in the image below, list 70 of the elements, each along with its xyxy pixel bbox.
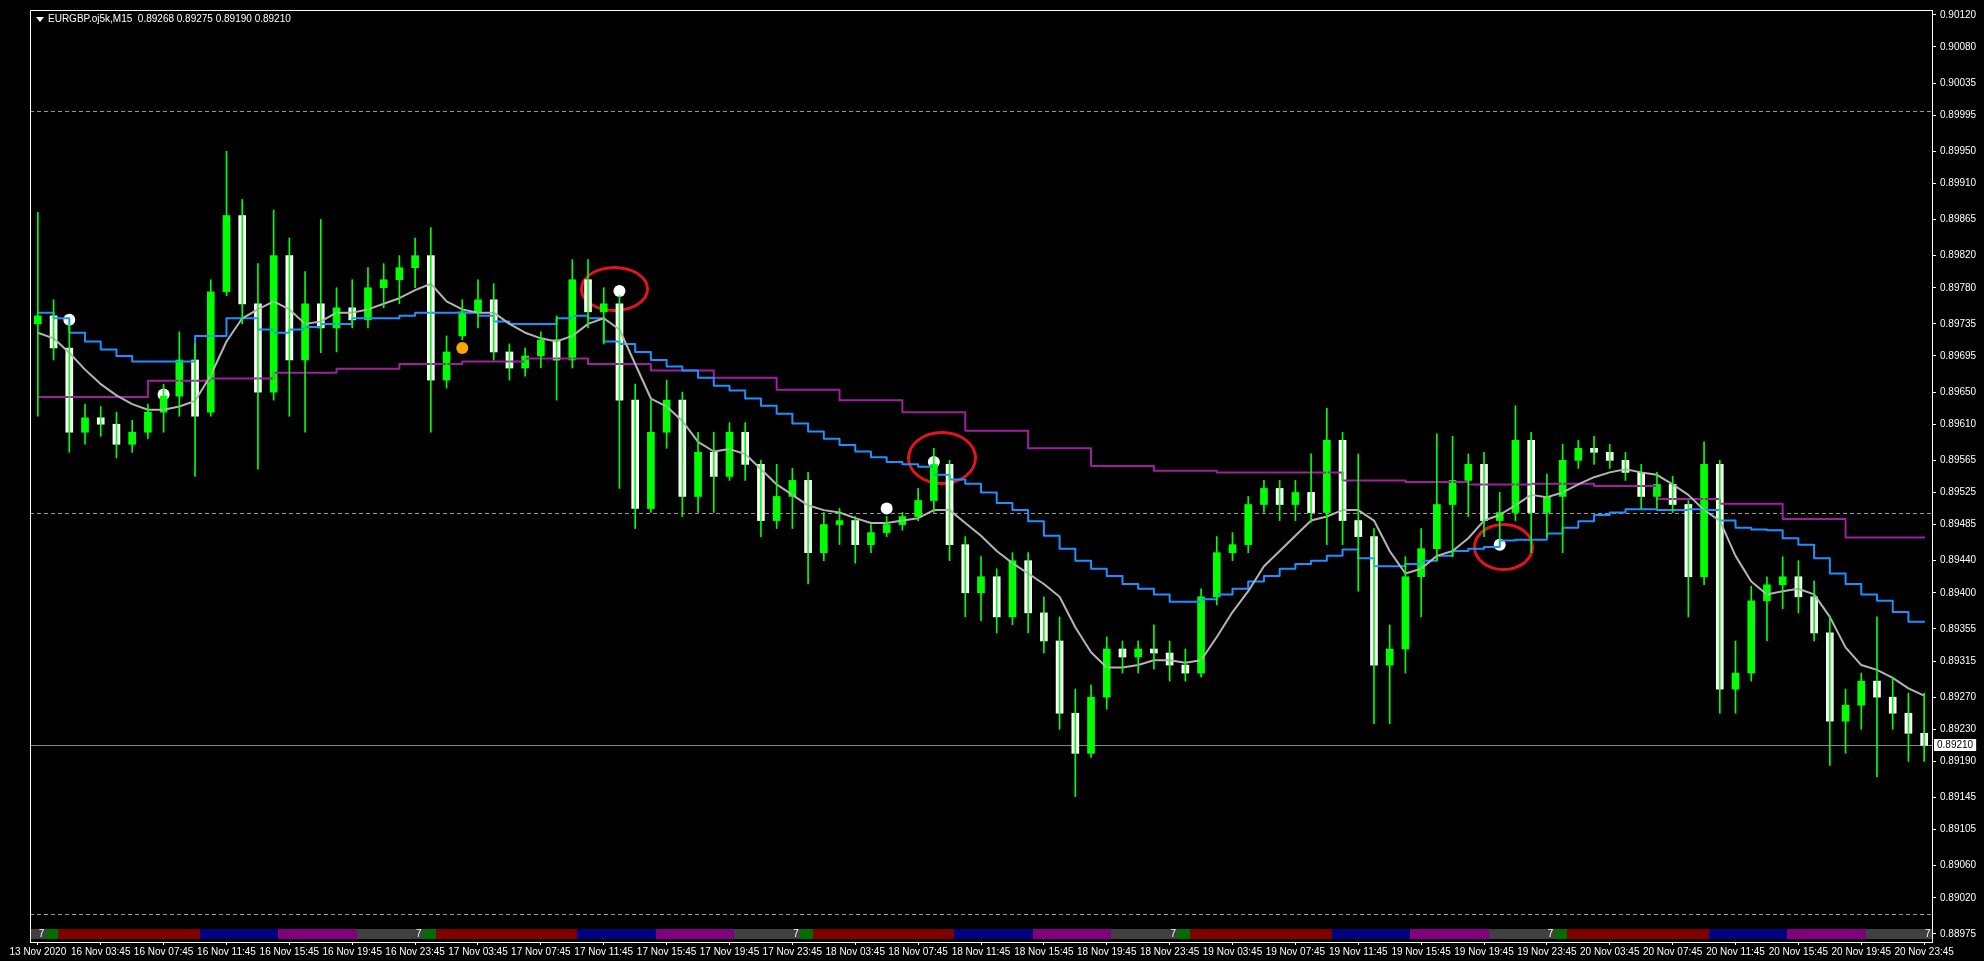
annotation: 7 <box>1170 928 1177 939</box>
y-tick-label: 0.89950 <box>1940 145 1977 157</box>
x-tick-label: 17 Nov 15:45 <box>636 945 697 957</box>
point <box>880 502 893 515</box>
x-tick-label: 16 Nov 03:45 <box>70 945 131 957</box>
x-tick-label: 17 Nov 19:45 <box>699 945 760 957</box>
x-tick-label: 17 Nov 03:45 <box>448 945 509 957</box>
annotation: 7 <box>415 928 422 939</box>
x-tick-label: 17 Nov 23:45 <box>762 945 823 957</box>
x-tick-label: 20 Nov 03:45 <box>1580 945 1640 957</box>
annotation: 7 <box>1547 928 1554 939</box>
y-tick-label: 0.90035 <box>1940 76 1977 88</box>
x-tick-label: 18 Nov 15:45 <box>1014 945 1075 957</box>
x-tick-label: 16 Nov 19:45 <box>322 945 383 957</box>
x-tick-label: 18 Nov 07:45 <box>888 945 949 957</box>
y-tick-label: 0.89020 <box>1940 891 1977 903</box>
x-tick-label: 16 Nov 11:45 <box>197 945 257 957</box>
y-tick-label: 0.89650 <box>1940 385 1977 397</box>
y-tick-label: 0.88975 <box>1940 927 1977 939</box>
y-tick-label: 0.90120 <box>1940 8 1977 20</box>
ref-line-label: 0.89210 <box>1937 739 1974 751</box>
x-tick-label: 19 Nov 11:45 <box>1328 945 1389 957</box>
y-tick-label: 0.89610 <box>1940 417 1977 429</box>
x-tick-label: 17 Nov 11:45 <box>574 945 634 957</box>
x-tick-label: 18 Nov 11:45 <box>951 945 1011 957</box>
x-tick-label: 18 Nov 23:45 <box>1139 945 1200 957</box>
y-tick-label: 0.89440 <box>1940 554 1977 566</box>
x-tick-label: 16 Nov 15:45 <box>259 945 320 957</box>
x-tick-label: 20 Nov 19:45 <box>1831 945 1892 957</box>
annotation: 7 <box>1925 928 1931 939</box>
x-tick-label: 16 Nov 23:45 <box>385 945 446 957</box>
y-tick-label: 0.89865 <box>1940 213 1977 225</box>
x-tick-label: 19 Nov 03:45 <box>1202 945 1263 957</box>
y-tick-label: 0.90080 <box>1940 40 1977 52</box>
x-tick-label: 19 Nov 19:45 <box>1454 945 1515 957</box>
y-tick-label: 0.89060 <box>1940 859 1977 871</box>
x-tick-label: 18 Nov 19:45 <box>1077 945 1137 957</box>
y-tick-label: 0.89735 <box>1940 317 1977 329</box>
point <box>613 284 626 297</box>
y-tick-label: 0.89820 <box>1940 249 1977 261</box>
y-tick-label: 0.89145 <box>1940 791 1977 803</box>
x-tick-label: 19 Nov 15:45 <box>1391 945 1452 957</box>
y-tick-label: 0.89780 <box>1940 281 1977 293</box>
y-tick-label: 0.89270 <box>1940 690 1977 702</box>
y-tick-label: 0.89230 <box>1940 723 1977 735</box>
annotation: 7 <box>38 928 45 939</box>
y-tick-label: 0.89485 <box>1940 518 1977 530</box>
x-tick-label: 18 Nov 03:45 <box>825 945 886 957</box>
y-tick-label: 0.89105 <box>1940 823 1977 835</box>
x-tick-label: 13 Nov 2020 <box>9 945 67 957</box>
x-tick-label: 19 Nov 23:45 <box>1517 945 1578 957</box>
y-tick-label: 0.89695 <box>1940 349 1977 361</box>
x-tick-label: 20 Nov 07:45 <box>1642 945 1703 957</box>
y-tick-label: 0.89525 <box>1940 486 1977 498</box>
y-tick-label: 0.89400 <box>1940 586 1977 598</box>
y-tick-label: 0.89315 <box>1940 654 1977 666</box>
y-tick-label: 0.89355 <box>1940 622 1977 634</box>
point <box>456 341 469 354</box>
x-tick-label: 17 Nov 07:45 <box>511 945 572 957</box>
y-tick-label: 0.89190 <box>1940 755 1977 767</box>
x-tick-label: 16 Nov 07:45 <box>133 945 194 957</box>
x-tick-label: 20 Nov 11:45 <box>1706 945 1766 957</box>
chart-title: EURGBP.oj5k,M15 0.89268 0.89275 0.89190 0.89210 <box>48 13 291 25</box>
x-tick-label: 20 Nov 15:45 <box>1768 945 1829 957</box>
annotation: 7 <box>793 928 799 939</box>
y-tick-label: 0.89910 <box>1940 177 1977 189</box>
y-tick-label: 0.89995 <box>1940 108 1977 120</box>
x-tick-label: 20 Nov 23:45 <box>1894 945 1955 957</box>
x-tick-label: 19 Nov 07:45 <box>1265 945 1326 957</box>
y-tick-label: 0.89565 <box>1940 454 1977 466</box>
